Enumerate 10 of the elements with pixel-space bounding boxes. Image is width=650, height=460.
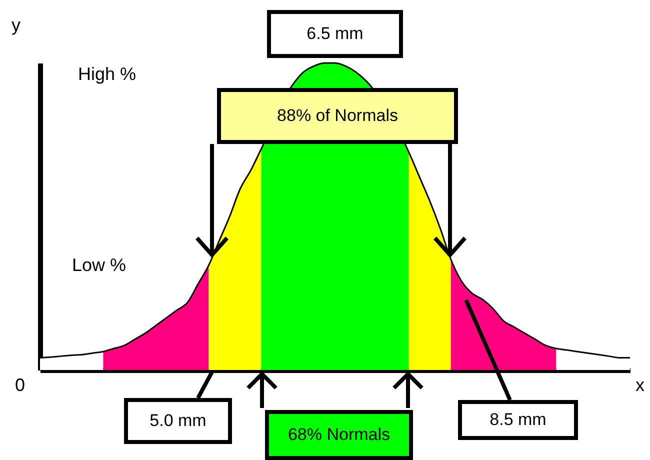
text-box: 68% Normals — [265, 410, 413, 460]
text: 0 — [14, 374, 26, 396]
annotation: High % — [76, 62, 138, 86]
y-axis-title: y — [10, 14, 22, 37]
annotation: Low % — [70, 254, 128, 276]
x-axis-title: x — [634, 374, 646, 396]
text-box: 88% of Normals — [217, 88, 458, 144]
text-box: 6.5 mm — [267, 10, 403, 58]
text-box: 5.0 mm — [124, 398, 232, 444]
text-box: 8.5 mm — [458, 400, 578, 440]
